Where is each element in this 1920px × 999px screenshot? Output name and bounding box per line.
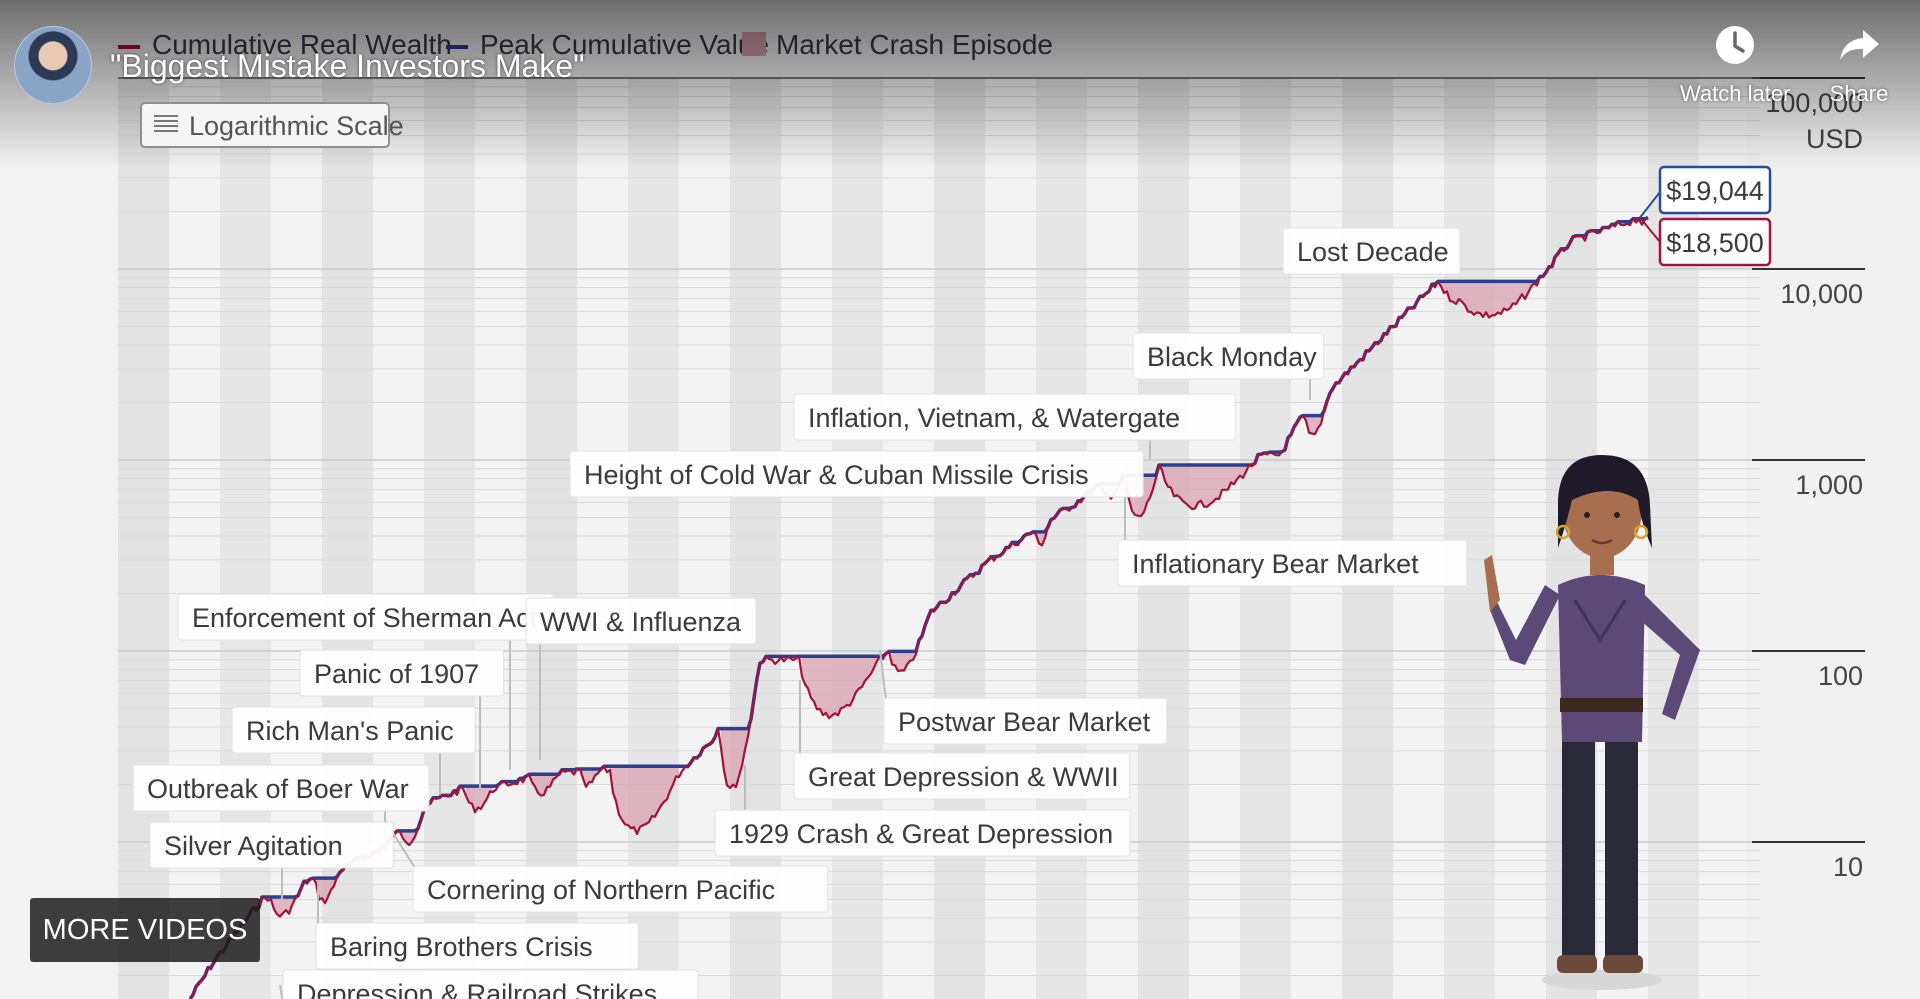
crash-area bbox=[400, 809, 424, 846]
svg-text:Outbreak of Boer War: Outbreak of Boer War bbox=[147, 774, 409, 804]
y-tick-label: 10,000 bbox=[1780, 279, 1863, 309]
scale-toggle-label: Logarithmic Scale bbox=[189, 111, 404, 141]
watch-later-label: Watch later bbox=[1680, 81, 1791, 106]
channel-avatar[interactable] bbox=[14, 26, 92, 104]
crash-label: Inflation, Vietnam, & Watergate bbox=[793, 393, 1236, 441]
crash-label: Great Depression & WWII bbox=[793, 752, 1131, 800]
share-label: Share bbox=[1829, 81, 1889, 106]
crash-label: Height of Cold War & Cuban Missile Crisi… bbox=[569, 450, 1144, 498]
crash-area bbox=[316, 872, 340, 904]
crash-areas bbox=[271, 217, 1648, 917]
svg-text:Enforcement of Sherman Act: Enforcement of Sherman Act bbox=[192, 603, 538, 633]
svg-text:$18,500: $18,500 bbox=[1666, 228, 1764, 258]
y-axis-unit: USD bbox=[1806, 124, 1863, 154]
svg-text:Silver Agitation: Silver Agitation bbox=[164, 831, 343, 861]
band bbox=[526, 78, 577, 999]
crash-area bbox=[721, 663, 760, 788]
crash-label: Baring Brothers Crisis bbox=[315, 922, 639, 970]
svg-text:1929 Crash & Great Depression: 1929 Crash & Great Depression bbox=[729, 819, 1113, 849]
svg-text:Inflationary Bear Market: Inflationary Bear Market bbox=[1132, 549, 1419, 579]
watch-later-button[interactable]: Watch later bbox=[1680, 24, 1790, 107]
y-tick-label: 1,000 bbox=[1795, 470, 1863, 500]
end-value-boxes: $19,044 $18,500 bbox=[1639, 165, 1772, 267]
crash-area bbox=[271, 881, 304, 917]
svg-text:WWI & Influenza: WWI & Influenza bbox=[540, 607, 742, 637]
crash-label: Panic of 1907 bbox=[299, 649, 505, 697]
crash-area bbox=[1162, 454, 1258, 510]
label-leader bbox=[279, 984, 284, 999]
crash-area bbox=[892, 617, 928, 671]
label-leader bbox=[879, 649, 887, 701]
crash-label: Outbreak of Boer War bbox=[132, 764, 430, 812]
log-scale-toggle[interactable]: Logarithmic Scale bbox=[140, 102, 404, 148]
peak-value-box: $19,044 bbox=[1639, 165, 1772, 219]
y-tick-label: 10 bbox=[1833, 852, 1863, 882]
clock-icon bbox=[1716, 26, 1754, 64]
crash-labels: Depression & Railroad Strikes Silver Agit… bbox=[132, 227, 1468, 999]
svg-text:Great Depression & WWII: Great Depression & WWII bbox=[808, 762, 1119, 792]
crash-area bbox=[1441, 242, 1570, 318]
crash-label: Rich Man's Panic bbox=[231, 706, 476, 754]
svg-text:Cornering of Northern Pacific: Cornering of Northern Pacific bbox=[427, 875, 775, 905]
crash-area bbox=[610, 766, 679, 834]
svg-text:Baring Brothers Crisis: Baring Brothers Crisis bbox=[330, 932, 593, 962]
svg-text:Postwar Bear Market: Postwar Bear Market bbox=[898, 707, 1151, 737]
more-videos-button[interactable]: MORE VIDEOS bbox=[30, 898, 260, 962]
crash-label: Black Monday bbox=[1132, 332, 1324, 380]
svg-text:Lost Decade: Lost Decade bbox=[1297, 237, 1449, 267]
svg-text:Panic of 1907: Panic of 1907 bbox=[314, 659, 479, 689]
svg-text:$19,044: $19,044 bbox=[1666, 176, 1764, 206]
crash-label: WWI & Influenza bbox=[525, 597, 757, 645]
crash-label: Inflationary Bear Market bbox=[1117, 539, 1468, 587]
band bbox=[424, 78, 475, 999]
share-arrow-icon bbox=[1840, 30, 1879, 60]
band bbox=[1138, 78, 1189, 999]
list-icon bbox=[154, 115, 178, 135]
presenter-character bbox=[1484, 455, 1700, 990]
crash-label: Silver Agitation bbox=[149, 821, 394, 869]
video-title[interactable]: "Biggest Mistake Investors Make" bbox=[110, 48, 585, 84]
band bbox=[1745, 78, 1920, 999]
crash-label: Depression & Railroad Strikes bbox=[282, 969, 699, 999]
cumulative-wealth-line bbox=[189, 216, 1649, 999]
svg-text:Black Monday: Black Monday bbox=[1147, 342, 1317, 372]
legend-label: Market Crash Episode bbox=[776, 29, 1053, 60]
crash-label: Enforcement of Sherman Act bbox=[177, 593, 554, 641]
svg-text:Inflation, Vietnam, & Watergat: Inflation, Vietnam, & Watergate bbox=[808, 403, 1180, 433]
svg-text:Height of Cold War & Cuban Mis: Height of Cold War & Cuban Missile Crisi… bbox=[584, 460, 1089, 490]
crash-label: 1929 Crash & Great Depression bbox=[714, 809, 1131, 857]
band bbox=[628, 78, 679, 999]
wealth-value-box: $18,500 bbox=[1639, 217, 1772, 267]
legend-swatch bbox=[742, 32, 766, 56]
share-button[interactable]: Share bbox=[1804, 24, 1914, 107]
crash-label: Postwar Bear Market bbox=[883, 697, 1168, 745]
crash-area bbox=[1306, 393, 1330, 435]
y-tick-label: 100 bbox=[1818, 661, 1863, 691]
legend-item: Market Crash Episode bbox=[742, 29, 1053, 60]
crash-label: Cornering of Northern Pacific bbox=[412, 865, 829, 913]
crash-label: Lost Decade bbox=[1282, 227, 1461, 275]
svg-text:Rich Man's Panic: Rich Man's Panic bbox=[246, 716, 454, 746]
crash-area bbox=[802, 656, 880, 719]
svg-text:Depression & Railroad Strikes: Depression & Railroad Strikes bbox=[297, 979, 657, 999]
